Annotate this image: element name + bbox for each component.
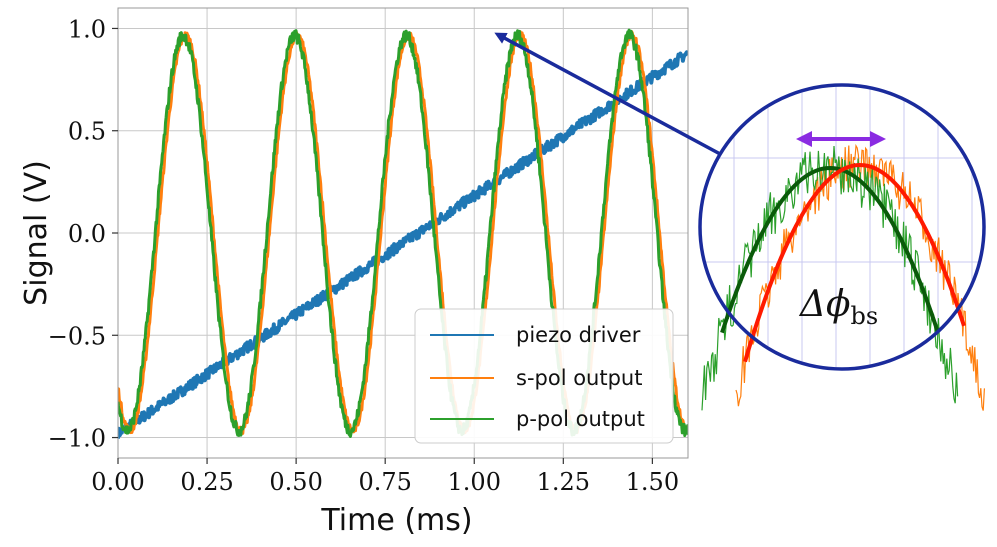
inset-fit-p-pol xyxy=(720,165,940,334)
ticks: 0.00 0.25 0.50 0.75 1.00 1.25 1.50 −1.0 −0.5 0.0 0… xyxy=(48,15,679,496)
x-tick-label: 0.75 xyxy=(358,468,411,496)
phase-arrow-left-head xyxy=(796,131,812,147)
legend-label-piezo-driver: piezo driver xyxy=(516,323,641,347)
x-tick-label: 1.50 xyxy=(626,468,679,496)
phase-label: Δϕbs xyxy=(798,284,878,330)
phase-shift-arrow xyxy=(796,131,886,147)
grid xyxy=(117,8,688,458)
legend: piezo driver s-pol output p-pol output xyxy=(414,308,674,444)
x-tick-label: 0.25 xyxy=(180,468,233,496)
legend-box xyxy=(414,308,674,444)
x-tick-label: 0.50 xyxy=(269,468,322,496)
phase-arrow-right-head xyxy=(870,131,886,147)
y-tick-label: 1.0 xyxy=(68,15,106,43)
inset-background xyxy=(700,85,984,369)
zoom-inset: Δϕbs xyxy=(698,83,986,411)
phase-label-sub: bs xyxy=(851,302,879,330)
legend-label-s-pol-output: s-pol output xyxy=(516,366,642,390)
y-tick-label: 0.0 xyxy=(68,220,106,248)
x-tick-label: 1.00 xyxy=(448,468,501,496)
phase-label-main: Δϕ xyxy=(798,284,851,325)
y-tick-label: −0.5 xyxy=(48,322,106,350)
y-tick-label: −1.0 xyxy=(48,425,106,453)
x-tick-label: 0.00 xyxy=(91,468,144,496)
x-axis-title: Time (ms) xyxy=(320,503,472,538)
y-tick-label: 0.5 xyxy=(68,118,106,146)
series-line-piezo-driver xyxy=(118,50,688,439)
inset-border xyxy=(698,83,986,371)
y-axis-title: Signal (V) xyxy=(19,160,54,306)
x-tick-label: 1.25 xyxy=(537,468,590,496)
inset-fit-s-pol xyxy=(743,162,966,363)
annotation-arrow xyxy=(494,32,723,157)
legend-label-p-pol-output: p-pol output xyxy=(516,407,645,431)
